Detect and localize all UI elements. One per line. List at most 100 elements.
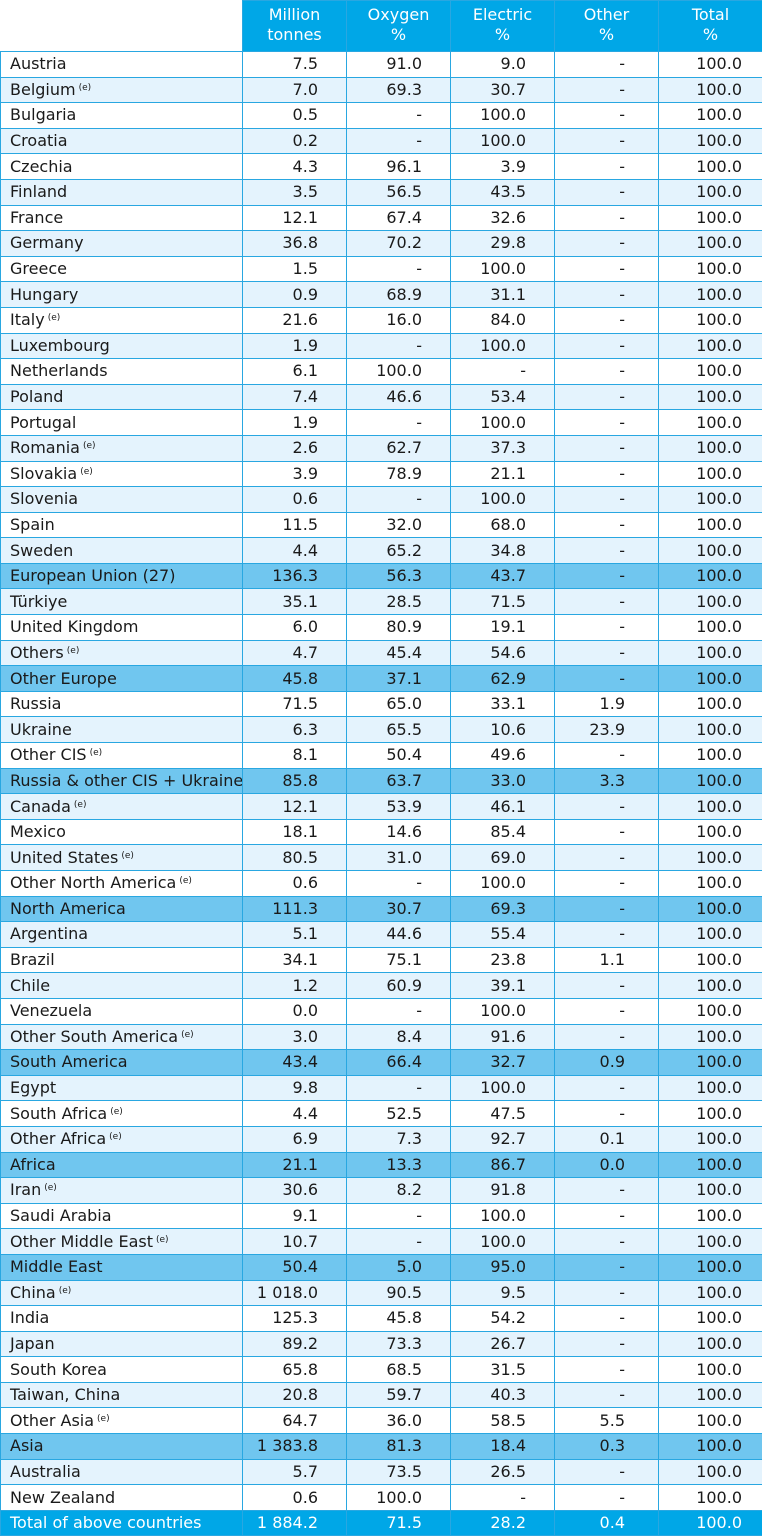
country-name: Greece xyxy=(10,259,67,279)
other-cell: - xyxy=(554,818,659,846)
oxygen-cell: 70.2 xyxy=(346,230,451,257)
electric-cell: 95.0 xyxy=(450,1253,555,1281)
country-name: European Union (27) xyxy=(10,566,176,586)
country-name: Australia xyxy=(10,1461,81,1481)
oxygen-cell: 13.3 xyxy=(346,1151,451,1179)
total-row: Total of above countries 1 884.2 71.5 28.2 0… xyxy=(0,1509,762,1536)
total-cell: 100.0 xyxy=(658,1100,762,1127)
estimate-note: (e) xyxy=(78,82,92,93)
million-tonnes-cell: 89.2 xyxy=(242,1330,347,1358)
other-cell: - xyxy=(554,614,659,641)
header-country xyxy=(0,0,243,52)
other-cell: 1.9 xyxy=(554,690,659,718)
country-name: Türkiye xyxy=(10,591,68,611)
total-cell: 100.0 xyxy=(658,818,762,846)
header-unit: % xyxy=(494,25,511,44)
oxygen-cell: 45.8 xyxy=(346,1305,451,1332)
country-cell: China (e) xyxy=(0,1279,243,1307)
electric-cell: 55.4 xyxy=(450,921,555,948)
million-tonnes-cell: 6.3 xyxy=(242,716,347,744)
million-tonnes-cell: 1 383.8 xyxy=(242,1433,347,1460)
electric-cell: 23.8 xyxy=(450,946,555,974)
million-tonnes-cell: 1 884.2 xyxy=(242,1509,347,1536)
other-cell: - xyxy=(554,1279,659,1307)
total-cell: 100.0 xyxy=(658,255,762,283)
other-cell: - xyxy=(554,281,659,308)
electric-cell: 69.3 xyxy=(450,895,555,923)
country-cell: Asia xyxy=(0,1433,243,1460)
oxygen-cell: 8.2 xyxy=(346,1177,451,1204)
oxygen-cell: 71.5 xyxy=(346,1509,451,1536)
country-cell: Other Asia (e) xyxy=(0,1407,243,1435)
electric-cell: 100.0 xyxy=(450,332,555,360)
total-cell: 100.0 xyxy=(658,690,762,718)
other-cell: - xyxy=(554,178,659,206)
table-row: Portugal 1.9-100.0-100.0 xyxy=(0,409,762,436)
country-cell: South Africa (e) xyxy=(0,1100,243,1127)
total-cell: 100.0 xyxy=(658,1509,762,1536)
total-cell: 100.0 xyxy=(658,997,762,1025)
million-tonnes-cell: 21.6 xyxy=(242,306,347,334)
table-row: United States (e) 80.5 31.0 69.0-100.0 xyxy=(0,844,762,871)
header-electric: Electric % xyxy=(450,0,555,52)
total-cell: 100.0 xyxy=(658,409,762,436)
country-name: Hungary xyxy=(10,284,79,304)
oxygen-cell: 91.0 xyxy=(346,51,451,78)
oxygen-cell: 65.5 xyxy=(346,716,451,744)
other-cell: - xyxy=(554,1100,659,1127)
million-tonnes-cell: 20.8 xyxy=(242,1381,347,1409)
table-row: Japan 89.2 73.3 26.7-100.0 xyxy=(0,1330,762,1358)
country-cell: New Zealand xyxy=(0,1484,243,1511)
electric-cell: 18.4 xyxy=(450,1433,555,1460)
total-cell: 100.0 xyxy=(658,332,762,360)
country-name: Ukraine xyxy=(10,719,72,739)
other-cell: 0.1 xyxy=(554,1125,659,1153)
table-row: Other North America (e) 0.6-100.0-100.0 xyxy=(0,870,762,897)
other-cell: - xyxy=(554,665,659,692)
country-name: United Kingdom xyxy=(10,617,139,637)
estimate-note: (e) xyxy=(109,1132,122,1143)
country-cell: Hungary xyxy=(0,281,243,308)
total-cell: 100.0 xyxy=(658,665,762,692)
oxygen-cell: - xyxy=(346,127,451,155)
million-tonnes-cell: 12.1 xyxy=(242,204,347,232)
country-cell: Chile xyxy=(0,972,243,999)
header-row: Million tonnes Oxygen % Electric % Other… xyxy=(0,0,762,52)
million-tonnes-cell: 4.4 xyxy=(242,537,347,564)
other-cell: 23.9 xyxy=(554,716,659,744)
country-name: South America xyxy=(10,1052,128,1072)
other-cell: - xyxy=(554,1177,659,1204)
total-cell: 100.0 xyxy=(658,1381,762,1409)
electric-cell: - xyxy=(450,1484,555,1511)
country-name: Germany xyxy=(10,233,84,253)
electric-cell: 54.6 xyxy=(450,639,555,667)
electric-cell: 100.0 xyxy=(450,409,555,436)
country-name: Russia xyxy=(10,694,62,714)
country-name: Italy xyxy=(10,310,45,330)
country-name: Portugal xyxy=(10,412,77,432)
country-name: Poland xyxy=(10,387,64,407)
country-cell: United Kingdom xyxy=(0,614,243,641)
million-tonnes-cell: 36.8 xyxy=(242,230,347,257)
million-tonnes-cell: 7.0 xyxy=(242,76,347,104)
country-name: Argentina xyxy=(10,924,89,944)
electric-cell: 100.0 xyxy=(450,102,555,129)
table-row: Iran (e) 30.6 8.2 91.8-100.0 xyxy=(0,1177,762,1204)
oxygen-cell: 5.0 xyxy=(346,1253,451,1281)
country-name: Spain xyxy=(10,514,55,534)
country-cell: Italy (e) xyxy=(0,306,243,334)
subtotal-row: Africa 21.1 13.3 86.7 0.0 100.0 xyxy=(0,1151,762,1179)
table-row: Austria 7.5 91.0 9.0-100.0 xyxy=(0,51,762,78)
country-cell: Russia xyxy=(0,690,243,718)
table-row: Hungary 0.9 68.9 31.1-100.0 xyxy=(0,281,762,308)
other-cell: - xyxy=(554,1484,659,1511)
million-tonnes-cell: 10.7 xyxy=(242,1228,347,1255)
electric-cell: 19.1 xyxy=(450,614,555,641)
total-cell: 100.0 xyxy=(658,793,762,820)
subtotal-row: South America 43.4 66.4 32.7 0.9 100.0 xyxy=(0,1049,762,1076)
total-cell: 100.0 xyxy=(658,1305,762,1332)
oxygen-cell: - xyxy=(346,255,451,283)
electric-cell: 21.1 xyxy=(450,460,555,488)
electric-cell: 31.1 xyxy=(450,281,555,308)
other-cell: - xyxy=(554,153,659,180)
